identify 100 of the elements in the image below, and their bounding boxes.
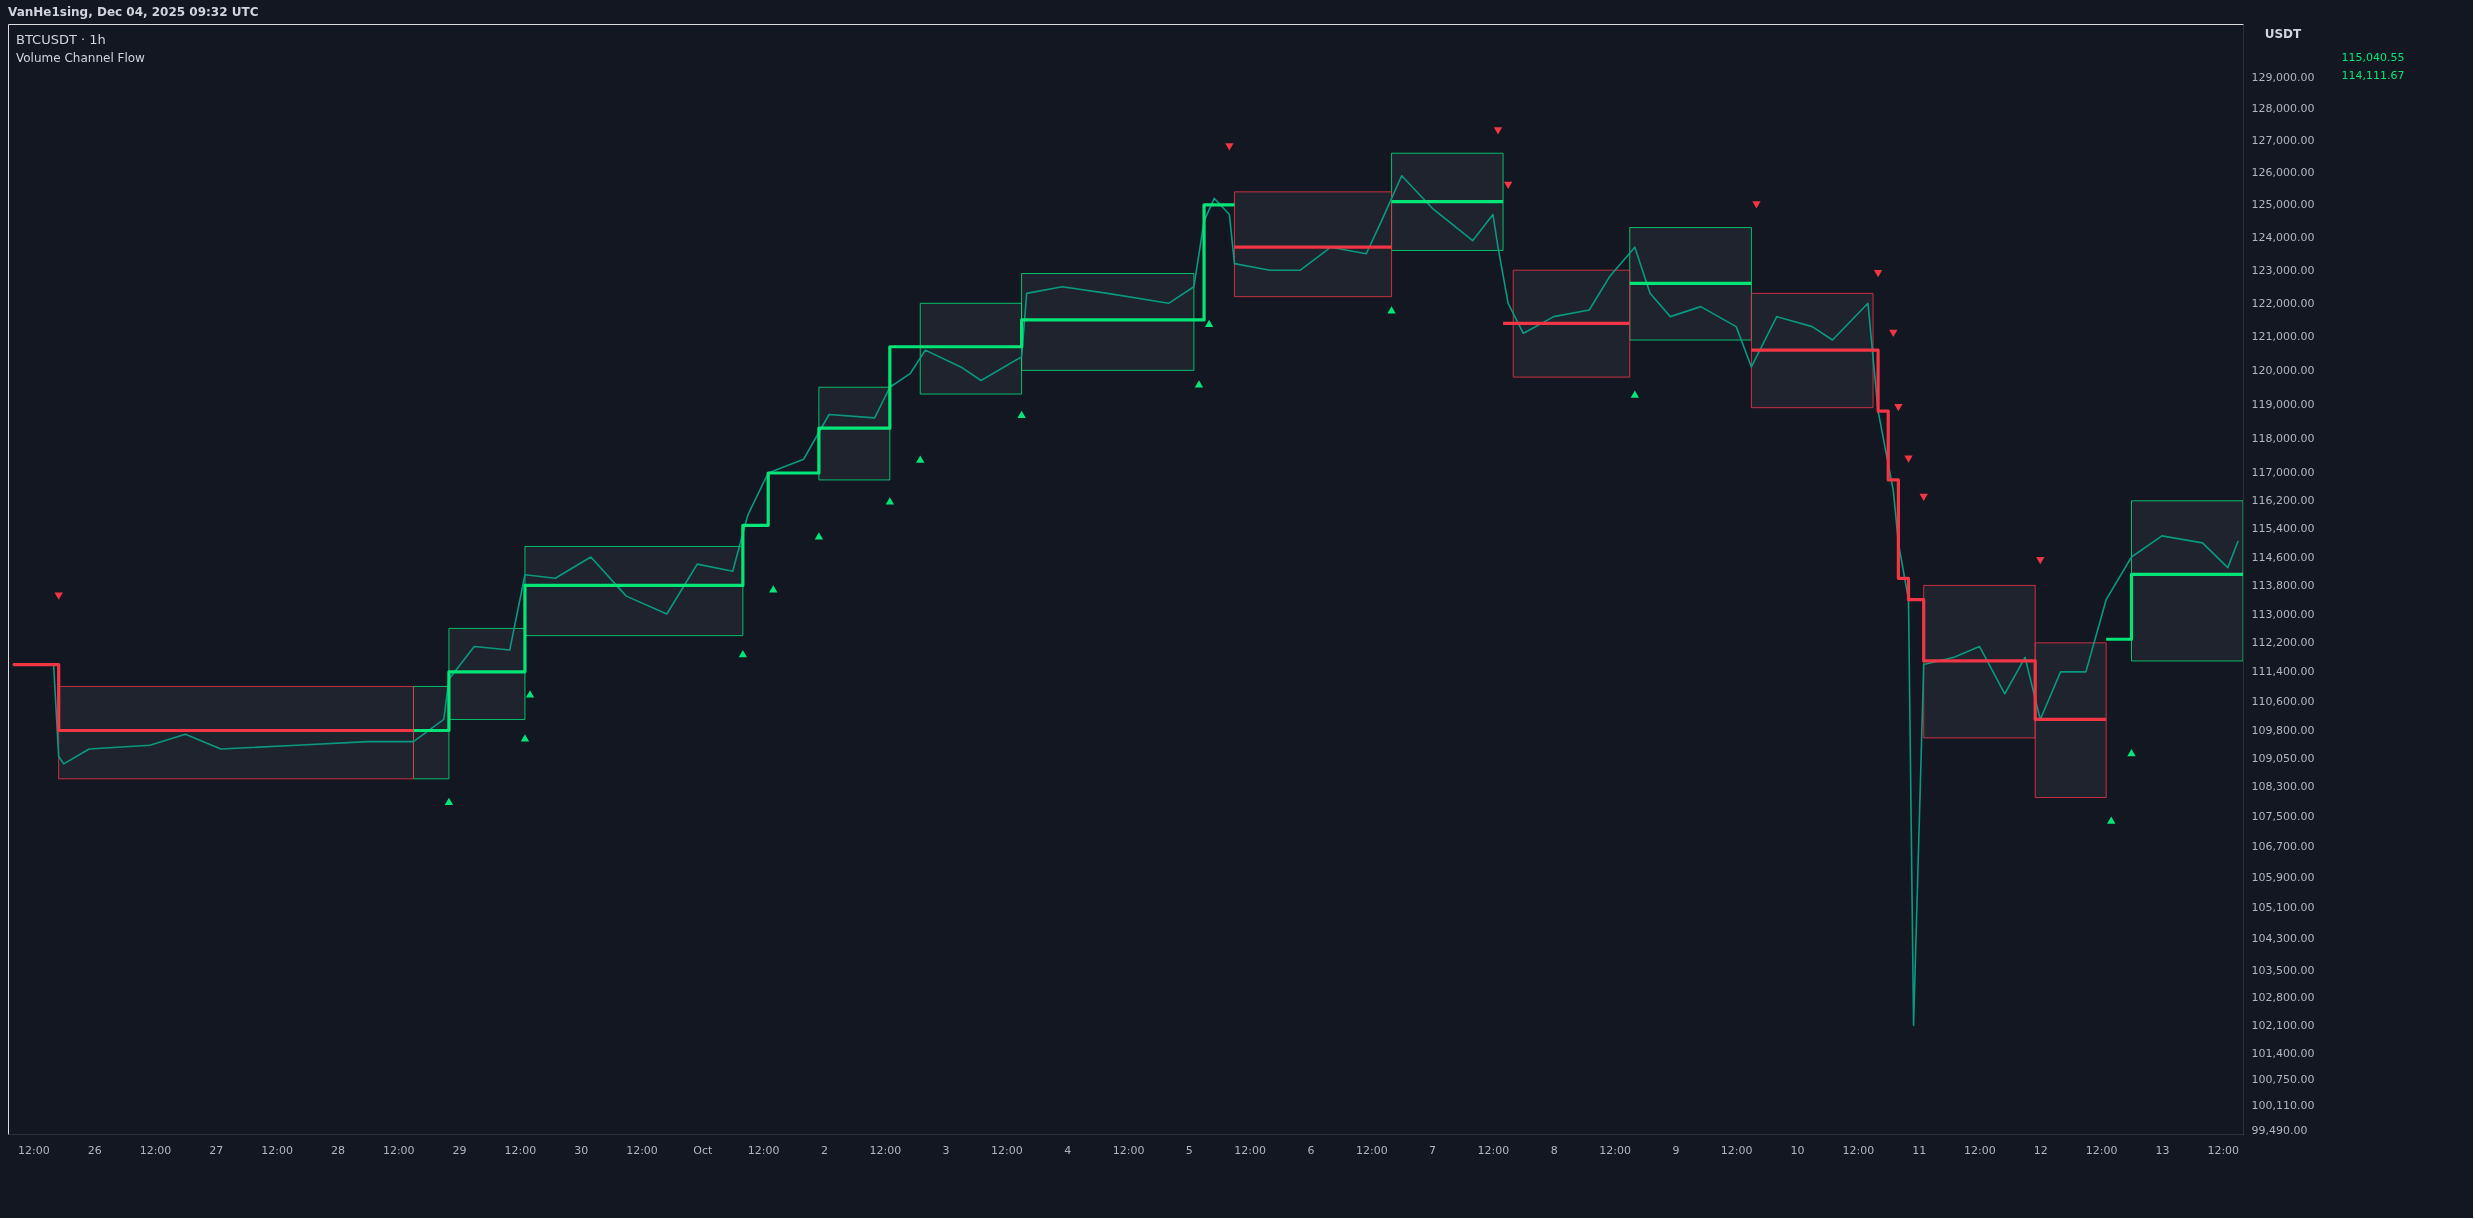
y-tick-label: 126,000.00 xyxy=(2251,166,2315,179)
y-tick-label: 114,600.00 xyxy=(2251,550,2315,564)
x-tick-label: 9 xyxy=(1672,1143,1680,1157)
y-tick-label: 107,500.00 xyxy=(2251,809,2315,823)
point xyxy=(1630,390,1640,398)
point xyxy=(1225,143,1234,151)
point xyxy=(525,690,535,698)
x-tick-label: 12:00 xyxy=(1964,1143,1996,1157)
point xyxy=(1493,127,1503,135)
y-tick-label: 100,750.00 xyxy=(2251,1072,2315,1086)
x-tick-label: 8 xyxy=(1550,1143,1558,1157)
x-tick-label: 12:00 xyxy=(139,1143,172,1157)
point xyxy=(1889,329,1898,337)
y-tick-label: 105,100.00 xyxy=(2251,901,2315,915)
y-tick-label: 110,600.00 xyxy=(2251,694,2315,708)
text: 114,111.67 xyxy=(2341,69,2405,82)
point xyxy=(2107,816,2116,824)
y-tick-label: 113,000.00 xyxy=(2251,607,2315,621)
x-tick-label: 12:00 xyxy=(2207,1143,2240,1157)
point xyxy=(769,585,778,593)
y-tick-label: 111,400.00 xyxy=(2251,665,2315,679)
x-tick-label: 2 xyxy=(820,1143,828,1157)
y-tick-label: 117,000.00 xyxy=(2251,466,2315,480)
x-tick-label: 7 xyxy=(1429,1143,1437,1157)
y-tick-label: 109,050.00 xyxy=(2251,751,2315,765)
y-tick-label: 112,200.00 xyxy=(2251,636,2315,650)
y-tick-label: 102,100.00 xyxy=(2251,1018,2315,1032)
x-tick-label: 12:00 xyxy=(1112,1143,1145,1157)
point xyxy=(1752,201,1761,209)
point xyxy=(1919,493,1928,501)
x-tick-label: 12:00 xyxy=(869,1143,902,1157)
x-tick-label: Oct xyxy=(693,1143,714,1157)
point xyxy=(1387,306,1396,314)
x-tick-label: 12:00 xyxy=(747,1143,780,1157)
x-tick-label: 28 xyxy=(330,1143,345,1157)
x-tick-label: 4 xyxy=(1064,1143,1072,1157)
x-tick-label: 30 xyxy=(574,1143,589,1157)
line-series xyxy=(12,174,2239,1027)
point xyxy=(2127,749,2136,757)
point xyxy=(520,734,530,742)
y-tick-label: 106,700.00 xyxy=(2251,840,2315,854)
y-tick-label: 124,000.00 xyxy=(2251,230,2315,244)
y-tick-label: 120,000.00 xyxy=(2251,363,2315,377)
y-tick-label: 129,000.00 xyxy=(2251,70,2315,84)
y-tick-label: 113,800.00 xyxy=(2251,578,2315,592)
x-tick-label: 6 xyxy=(1307,1143,1315,1157)
y-axis-title: USDT xyxy=(2264,27,2303,41)
y-tick-label: 127,000.00 xyxy=(2251,133,2315,147)
point xyxy=(1894,404,1903,412)
x-tick-label: 5 xyxy=(1185,1143,1193,1157)
y-tick-label: 99,490.00 xyxy=(2251,1123,2308,1137)
x-tick-label: 12:00 xyxy=(1477,1143,1510,1157)
y-tick-label: 115,400.00 xyxy=(2251,522,2315,536)
text: Volume Channel Flow xyxy=(16,51,146,65)
x-tick-label: 12:00 xyxy=(626,1143,658,1157)
y-tick-label: 125,000.00 xyxy=(2251,198,2315,212)
y-tick-label: 100,110.00 xyxy=(2251,1098,2315,1112)
y-tick-label: 123,000.00 xyxy=(2251,263,2315,277)
x-tick-label: 12:00 xyxy=(504,1143,537,1157)
x-tick-label: 12:00 xyxy=(382,1143,415,1157)
y-tick-label: 118,000.00 xyxy=(2251,431,2315,445)
y-tick-label: 102,800.00 xyxy=(2251,991,2315,1005)
point xyxy=(444,797,454,805)
x-tick-label: 29 xyxy=(452,1143,467,1157)
x-tick-label: 13 xyxy=(2155,1143,2170,1157)
text: BTCUSDT · 1h xyxy=(16,32,106,47)
point xyxy=(916,455,925,463)
x-tick-label: 11 xyxy=(1912,1143,1927,1157)
x-tick-label: 3 xyxy=(942,1143,950,1157)
x-tick-label: 26 xyxy=(87,1143,102,1157)
point xyxy=(2036,556,2045,565)
text: VanHe1sing, Dec 04, 2025 09:32 UTC xyxy=(8,5,259,19)
x-tick-label: 12:00 xyxy=(1842,1143,1875,1157)
point xyxy=(1904,455,1913,463)
y-tick-label: 101,400.00 xyxy=(2251,1046,2315,1060)
x-tick-label: 12:00 xyxy=(17,1143,50,1157)
y-tick-label: 121,000.00 xyxy=(2251,330,2315,344)
y-tick-label: 128,000.00 xyxy=(2251,102,2315,116)
y-tick-label: 105,900.00 xyxy=(2251,870,2315,884)
x-tick-label: 12:00 xyxy=(1599,1143,1631,1157)
x-tick-label: 10 xyxy=(1790,1143,1805,1157)
point xyxy=(1204,319,1214,327)
x-tick-label: 12:00 xyxy=(261,1143,293,1157)
point xyxy=(738,650,748,658)
point xyxy=(1873,269,1883,278)
text: 115,040.55 xyxy=(2341,51,2405,64)
x-tick-label: 12:00 xyxy=(2085,1143,2118,1157)
x-tick-label: 12:00 xyxy=(991,1143,1023,1157)
y-tick-label: 109,800.00 xyxy=(2251,724,2315,738)
y-tick-label: 108,300.00 xyxy=(2251,779,2315,793)
y-tick-label: 122,000.00 xyxy=(2251,296,2315,310)
x-tick-label: 12:00 xyxy=(1720,1143,1753,1157)
y-tick-label: 119,000.00 xyxy=(2251,397,2315,411)
y-tick-label: 116,200.00 xyxy=(2251,494,2315,508)
point xyxy=(1503,181,1513,190)
x-tick-label: 12:00 xyxy=(1355,1143,1388,1157)
y-tick-label: 103,500.00 xyxy=(2251,963,2315,977)
point xyxy=(1017,410,1026,419)
point xyxy=(885,497,895,505)
x-tick-label: 12:00 xyxy=(1234,1143,1267,1157)
